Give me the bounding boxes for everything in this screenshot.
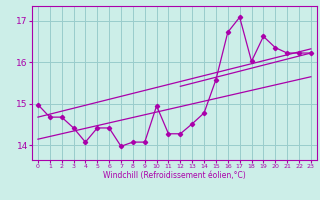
X-axis label: Windchill (Refroidissement éolien,°C): Windchill (Refroidissement éolien,°C) bbox=[103, 171, 246, 180]
